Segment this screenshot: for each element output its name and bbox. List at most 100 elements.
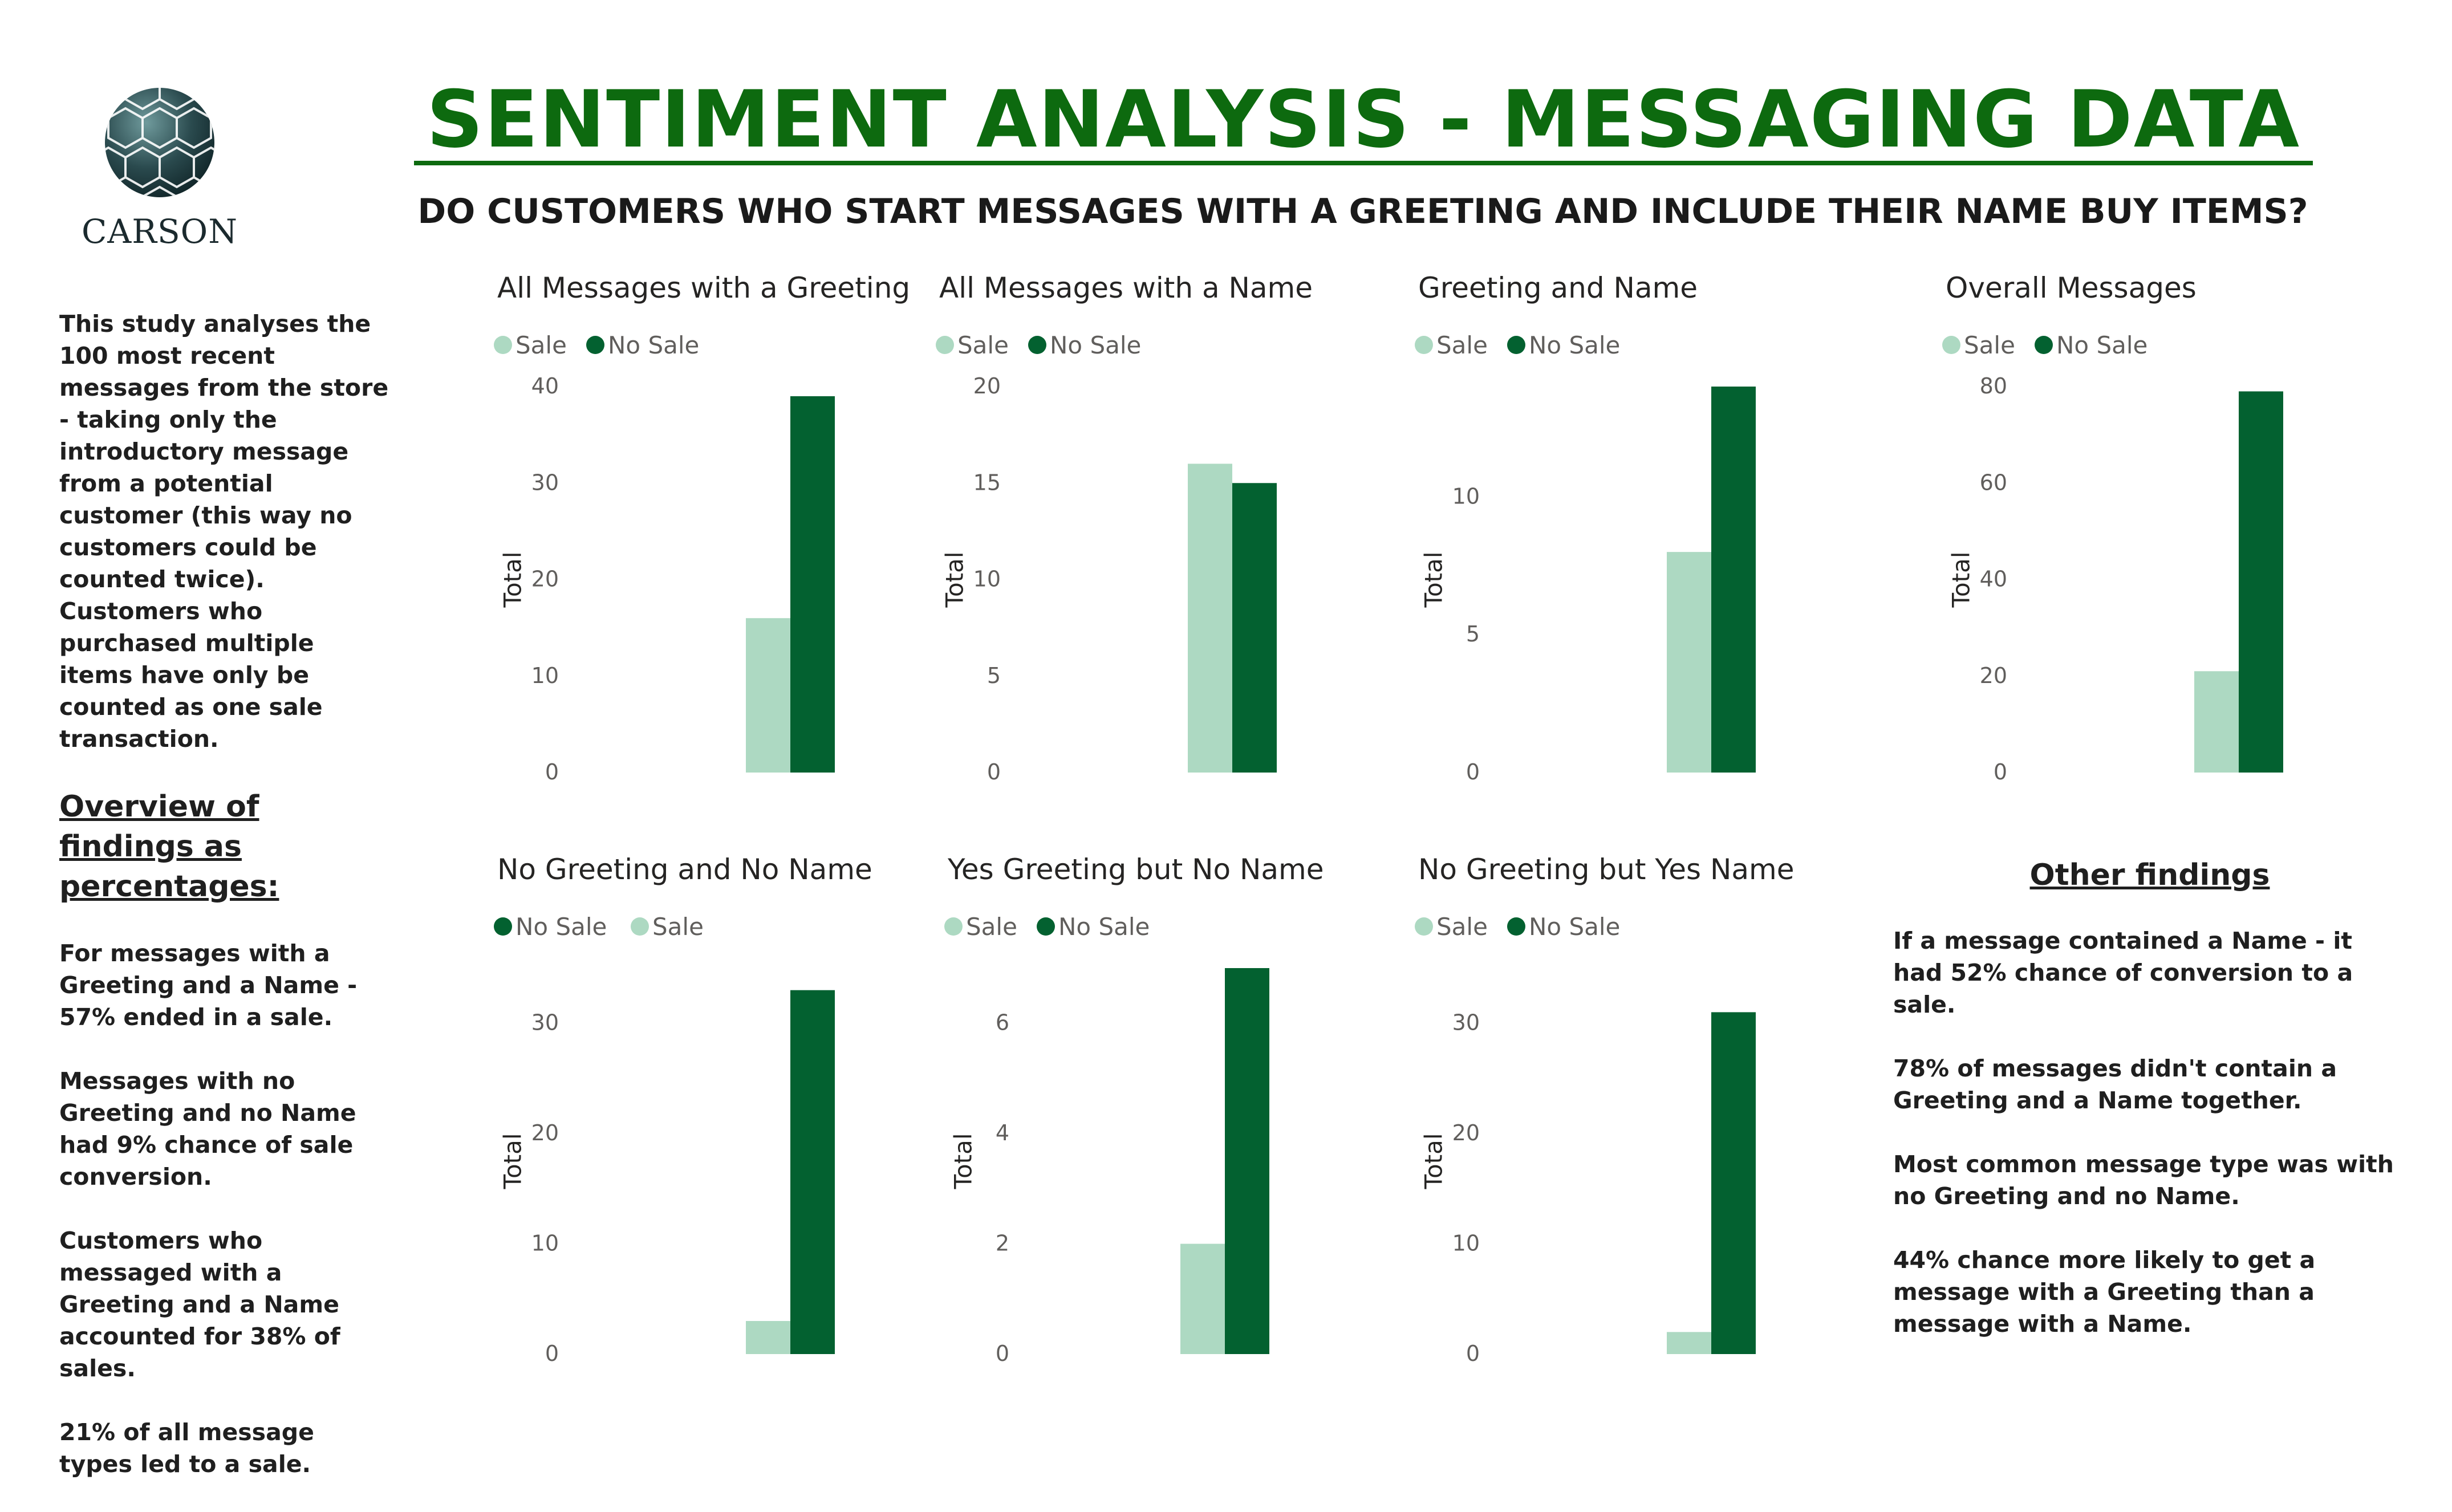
finding-item: 21% of all message types led to a sale. [59,1418,314,1478]
legend-item[interactable]: No Sale [1507,913,1620,941]
bar-no-sale[interactable] [790,990,835,1354]
study-description-panel: This study analyses the 100 most recent … [59,308,390,1512]
legend-label: No Sale [1050,331,1141,359]
legend-marker [586,336,604,354]
legend-marker [1415,917,1433,936]
bar-sale[interactable] [1188,464,1232,773]
legend-label: No Sale [1529,913,1620,941]
y-tick-label: 20 [1452,1120,1480,1145]
chart-svg: No Greeting but Yes Name Sale No Sale Total… [1415,853,1794,1366]
chart-greeting-and-name: Greeting and Name Sale No Sale Total 0 5 10 [1411,262,1890,810]
bar-no-sale[interactable] [1711,387,1756,773]
y-axis-label: Total [1420,551,1448,608]
legend-marker [944,917,963,936]
legend-item[interactable]: No Sale [1507,331,1620,359]
brand-name: CARSON [82,212,238,251]
y-tick-label: 30 [1452,1010,1480,1035]
finding-item: Messages with no Greeting and no Name ha… [59,1067,356,1190]
chart-overall: Overall Messages Sale No Sale Total 0 20 40 60 8… [1939,262,2418,810]
y-tick-label: 10 [973,567,1001,592]
legend-item[interactable]: No Sale [1037,913,1150,941]
legend-marker [1942,336,1960,354]
legend-item[interactable]: Sale [494,331,567,359]
chart-title: All Messages with a Name [939,271,1313,304]
y-tick-label: 40 [1980,567,2007,592]
y-axis-label: Total [941,551,969,608]
legend-label: No Sale [608,331,699,359]
bar-sale[interactable] [1180,1243,1225,1354]
chart-svg: Overall Messages Sale No Sale Total 0 20 40 60 8… [1942,271,2283,785]
chart-title: All Messages with a Greeting [497,271,910,304]
legend-label: Sale [957,331,1009,359]
chart-all-name: All Messages with a Name Sale No Sale Total… [932,262,1411,810]
chart-svg: No Greeting and No Name No Sale Sale Total 0… [494,853,872,1366]
y-axis-label: Total [1947,551,1975,608]
legend-label: Sale [966,913,1017,941]
legend-marker [494,917,512,936]
y-tick-label: 0 [1466,759,1480,785]
legend-item[interactable]: Sale [1942,331,2015,359]
brand-logo: CARSON [74,86,245,251]
chart-svg: All Messages with a Greeting Sale No Sale T… [494,271,910,785]
findings-heading: Overview of findings as percentages: [59,790,279,904]
legend-item[interactable]: Sale [631,913,704,941]
legend-label: Sale [515,331,567,359]
legend-item[interactable]: Sale [936,331,1009,359]
chart-title: Greeting and Name [1418,271,1698,304]
y-tick-label: 40 [531,373,559,399]
y-tick-label: 6 [996,1010,1009,1035]
other-finding-item: 78% of messages didn't contain a Greetin… [1893,1055,2337,1114]
legend-item[interactable]: Sale [1415,331,1488,359]
hexagon-sphere-icon [105,88,214,197]
chart-title: No Greeting and No Name [497,853,872,886]
chart-title: Yes Greeting but No Name [947,853,1324,886]
y-axis-label: Total [1420,1133,1448,1189]
y-tick-label: 15 [973,470,1001,495]
y-tick-label: 30 [531,1010,559,1035]
bar-no-sale[interactable] [2239,391,2283,773]
legend-marker [1037,917,1055,936]
legend-label: Sale [652,913,704,941]
chart-title: No Greeting but Yes Name [1418,853,1794,886]
bar-sale[interactable] [746,1320,790,1354]
y-tick-label: 5 [1466,621,1480,647]
y-tick-label: 20 [1980,663,2007,688]
y-tick-label: 20 [531,1120,559,1145]
y-tick-label: 10 [1452,483,1480,509]
y-tick-label: 0 [996,1341,1009,1366]
legend-marker [494,336,512,354]
y-tick-label: 0 [1466,1341,1480,1366]
bar-sale[interactable] [1667,1332,1711,1354]
other-findings-heading: Other findings [2029,858,2270,892]
legend-item[interactable]: Sale [1415,913,1488,941]
legend-item[interactable]: No Sale [1028,331,1141,359]
finding-item: Customers who messaged with a Greeting a… [59,1227,340,1382]
legend-item[interactable]: No Sale [494,913,607,941]
y-tick-label: 20 [531,567,559,592]
legend-marker [1507,336,1525,354]
bar-sale[interactable] [1667,552,1711,773]
legend-item[interactable]: Sale [944,913,1017,941]
legend-marker [1028,336,1046,354]
y-tick-label: 10 [531,1231,559,1256]
bar-sale[interactable] [746,618,790,773]
legend-marker [1507,917,1525,936]
bar-sale[interactable] [2194,671,2239,773]
legend-item[interactable]: No Sale [2035,331,2147,359]
chart-all-greeting: All Messages with a Greeting Sale No Sale T… [490,262,969,810]
y-tick-label: 20 [973,373,1001,399]
finding-item: For messages with a Greeting and a Name … [59,940,358,1031]
y-tick-label: 0 [545,1341,559,1366]
chart-no-greeting-name: No Greeting but Yes Name Sale No Sale Total… [1411,844,1890,1391]
other-finding-item: Most common message type was with no Gre… [1893,1151,2394,1210]
bar-no-sale[interactable] [1225,968,1269,1354]
legend-label: No Sale [1529,331,1620,359]
legend-label: Sale [1436,331,1488,359]
legend-label: Sale [1964,331,2015,359]
bar-no-sale[interactable] [1711,1012,1756,1354]
bar-no-sale[interactable] [1232,483,1277,773]
y-axis-label: Total [499,1133,527,1189]
page-title: SENTIMENT ANALYSIS - MESSAGING DATA [426,74,2301,165]
bar-no-sale[interactable] [790,396,835,773]
legend-item[interactable]: No Sale [586,331,699,359]
